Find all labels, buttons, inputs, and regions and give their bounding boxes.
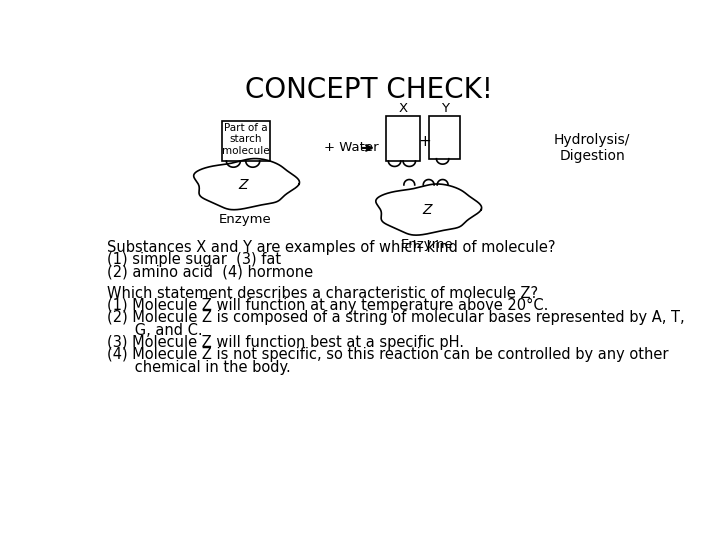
- Text: Z: Z: [239, 178, 248, 192]
- Text: G, and C.: G, and C.: [107, 323, 202, 338]
- Text: (4) Molecule Z is not specific, so this reaction can be controlled by any other: (4) Molecule Z is not specific, so this …: [107, 347, 669, 362]
- Text: Y: Y: [441, 102, 449, 115]
- Text: +: +: [418, 134, 431, 149]
- Text: X: X: [399, 102, 408, 115]
- Text: Enzyme: Enzyme: [401, 238, 454, 251]
- Text: Hydrolysis/
Digestion: Hydrolysis/ Digestion: [554, 133, 631, 163]
- FancyBboxPatch shape: [429, 117, 461, 159]
- Text: (3) Molecule Z will function best at a specific pH.: (3) Molecule Z will function best at a s…: [107, 335, 464, 350]
- Text: (1) simple sugar  (3) fat: (1) simple sugar (3) fat: [107, 252, 282, 267]
- Text: + Water: + Water: [324, 141, 379, 154]
- Text: chemical in the body.: chemical in the body.: [107, 360, 291, 375]
- Text: (2) amino acid  (4) hormone: (2) amino acid (4) hormone: [107, 264, 313, 279]
- Text: (1) Molecule Z will function at any temperature above 20°C.: (1) Molecule Z will function at any temp…: [107, 298, 549, 313]
- Text: Which statement describes a characteristic of molecule Z?: Which statement describes a characterist…: [107, 286, 538, 301]
- Text: Enzyme: Enzyme: [219, 213, 271, 226]
- FancyBboxPatch shape: [222, 121, 270, 161]
- Text: Part of a
starch
molecule: Part of a starch molecule: [222, 123, 269, 156]
- Text: CONCEPT CHECK!: CONCEPT CHECK!: [245, 76, 493, 104]
- FancyBboxPatch shape: [386, 117, 420, 161]
- Text: Substances ​X​ and ​Y​ are examples of which kind of molecule?: Substances ​X​ and ​Y​ are examples of w…: [107, 240, 556, 254]
- Text: (2) Molecule Z is composed of a string of molecular bases represented by A, T,: (2) Molecule Z is composed of a string o…: [107, 310, 685, 326]
- Text: Z: Z: [423, 202, 432, 217]
